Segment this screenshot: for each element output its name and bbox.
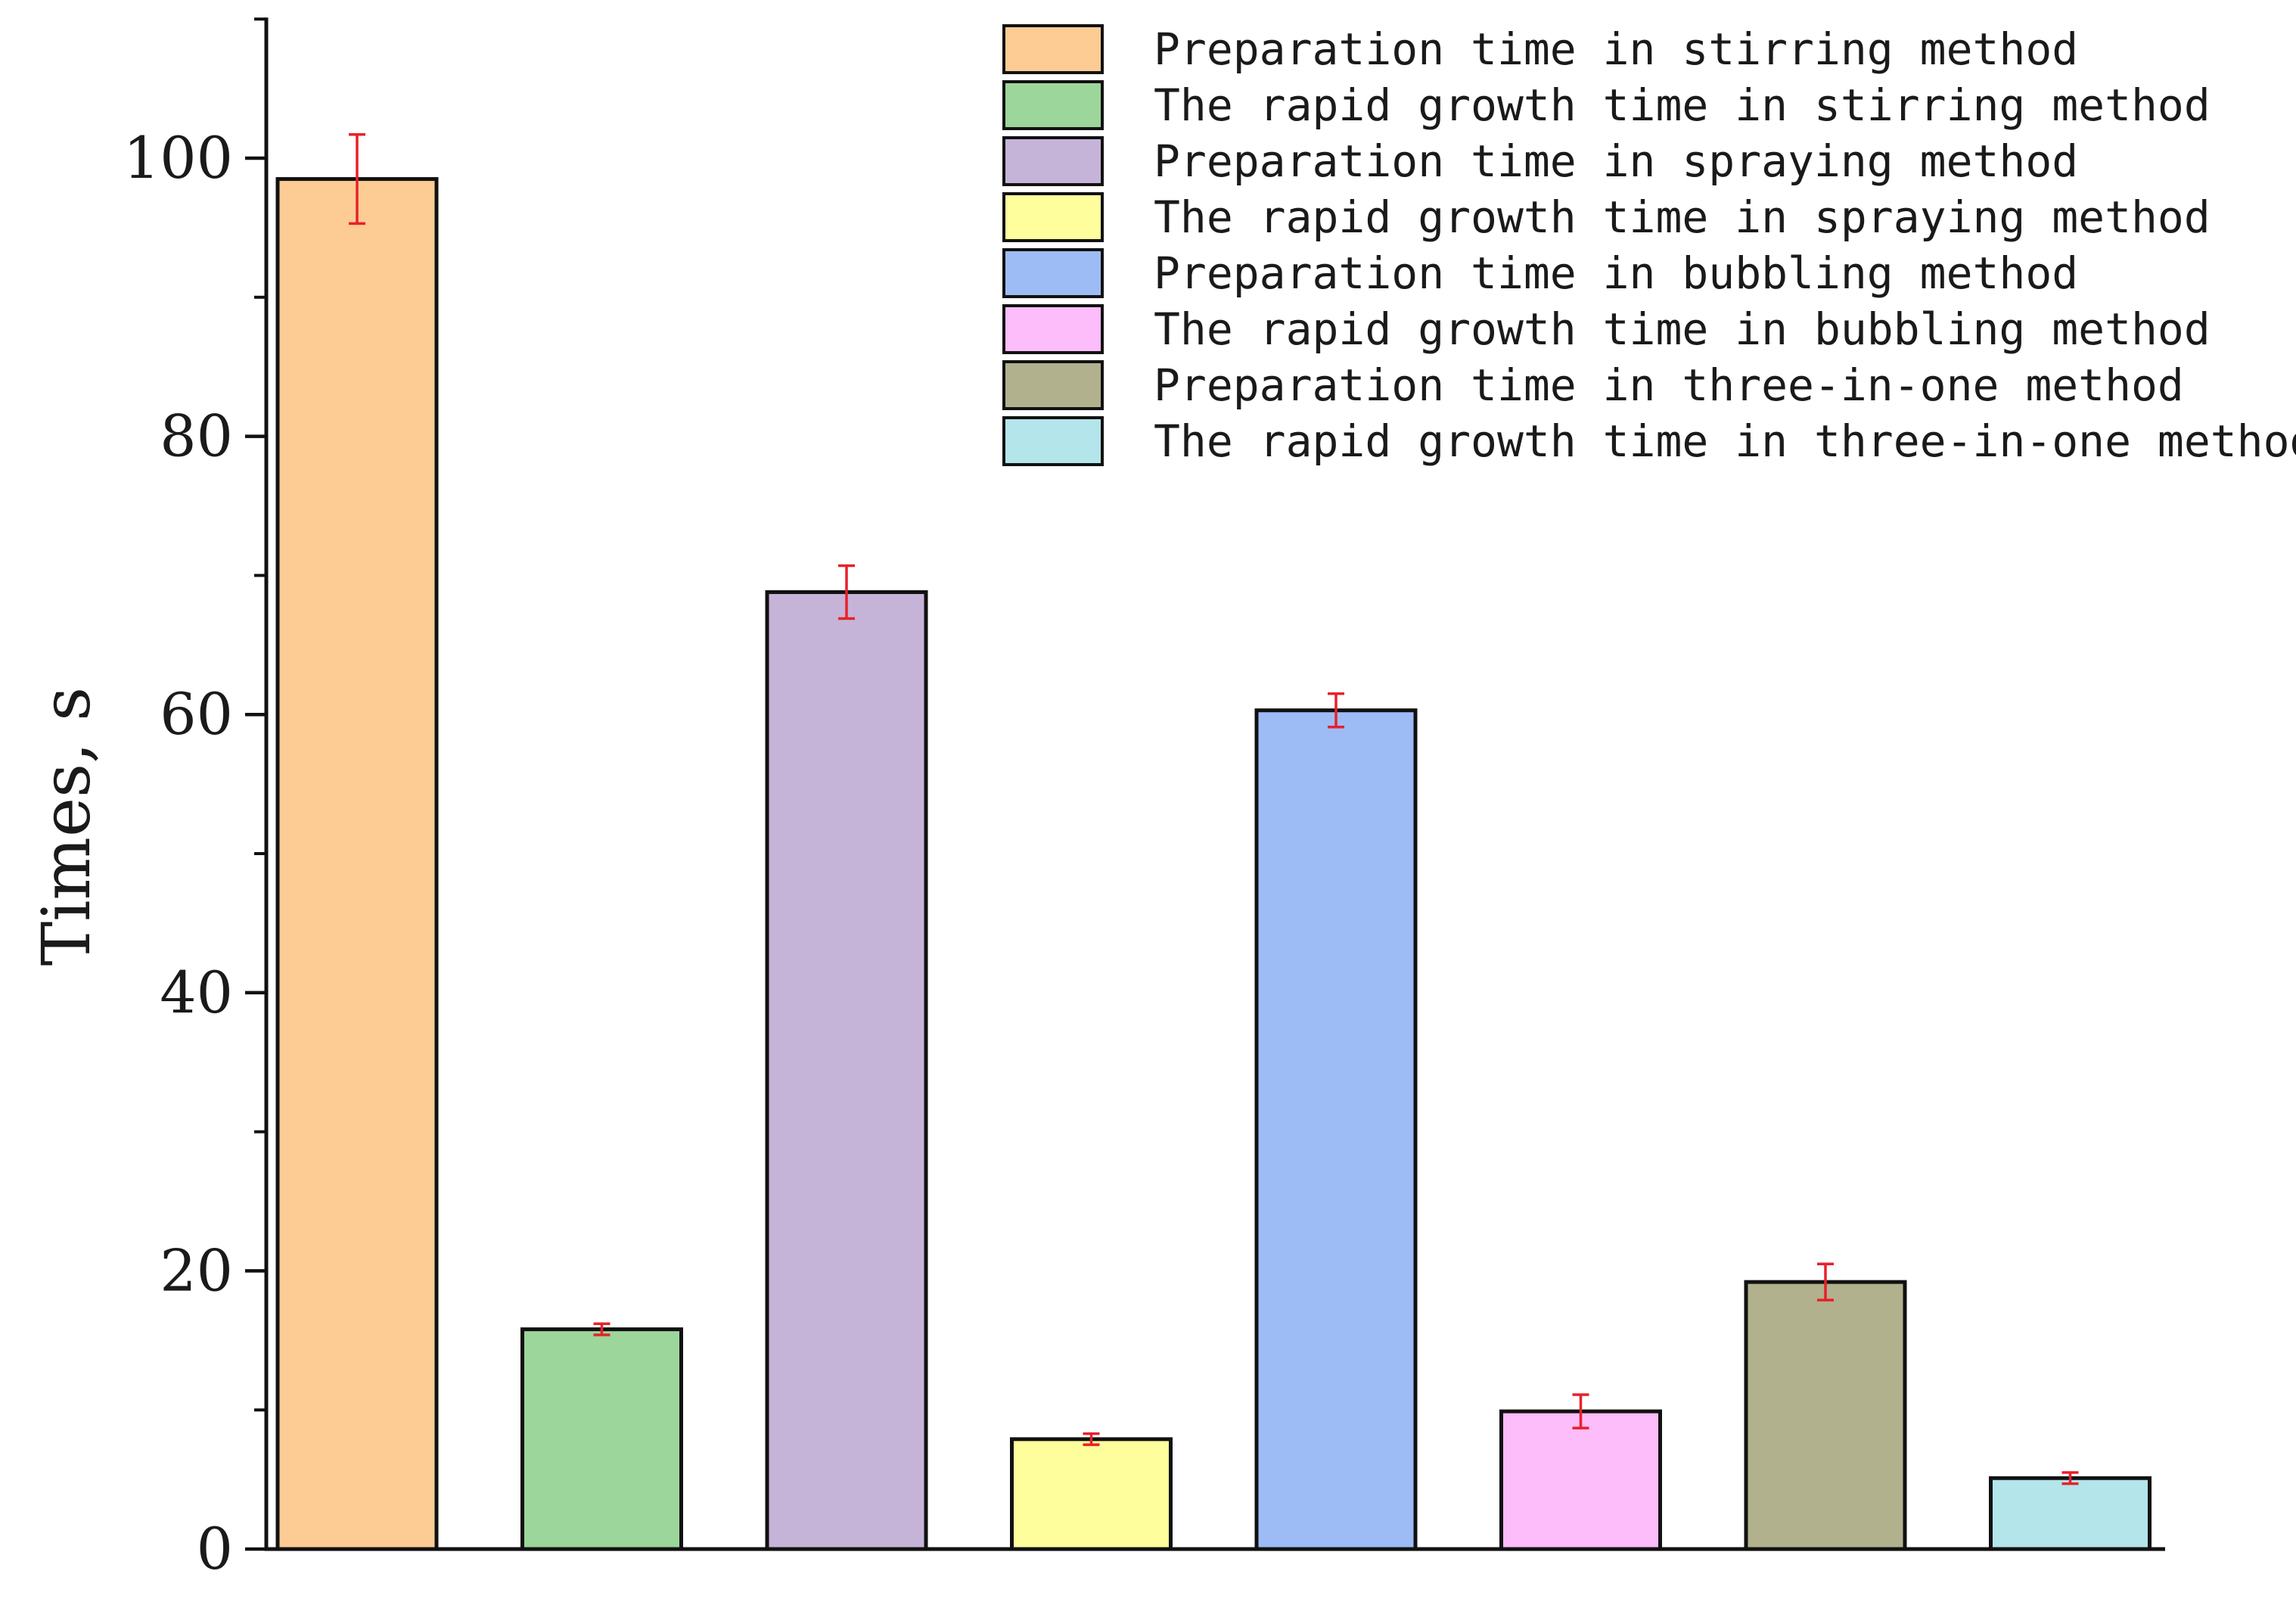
legend-item-2: The rapid growth time in stirring method [1002, 79, 2211, 131]
legend-item-6: The rapid growth time in bubbling method [1002, 303, 2211, 355]
legend-swatch [1002, 360, 1104, 410]
bar-1 [275, 177, 439, 1551]
legend-label: Preparation time in spraying method [1154, 135, 2078, 187]
error-bar-2 [593, 1322, 611, 1336]
bar-8 [1989, 1476, 2152, 1551]
bar-3 [765, 590, 928, 1551]
legend-swatch [1002, 416, 1104, 466]
y-tick-label: 60 [160, 680, 233, 748]
legend-swatch [1002, 192, 1104, 242]
error-bar-4 [1083, 1432, 1100, 1446]
legend-swatch [1002, 304, 1104, 354]
legend-swatch [1002, 136, 1104, 186]
axes-layer: 0 20 40 60 80 100 [123, 17, 2165, 1582]
error-bar-7 [1817, 1262, 1834, 1302]
legend-item-7: Preparation time in three-in-one method [1002, 359, 2184, 411]
y-tick-label: 0 [197, 1515, 233, 1582]
legend-label: The rapid growth time in three-in-one me… [1154, 415, 2296, 467]
y-tick-label: 100 [123, 124, 233, 191]
error-bar-1 [349, 133, 365, 226]
legend-item-8: The rapid growth time in three-in-one me… [1002, 415, 2296, 467]
bar-2 [520, 1327, 683, 1551]
bar-5 [1254, 708, 1418, 1551]
legend-item-4: The rapid growth time in spraying method [1002, 191, 2211, 243]
legend-item-1: Preparation time in stirring method [1002, 23, 2078, 75]
legend-label: The rapid growth time in stirring method [1154, 79, 2211, 131]
legend-label: The rapid growth time in spraying method [1154, 191, 2211, 243]
error-bar-8 [2061, 1471, 2079, 1485]
legend-label: Preparation time in stirring method [1154, 23, 2078, 75]
error-bar-6 [1572, 1393, 1589, 1429]
legend-item-5: Preparation time in bubbling method [1002, 247, 2078, 299]
legend-label: Preparation time in bubbling method [1154, 247, 2078, 299]
error-bar-5 [1328, 692, 1344, 729]
legend-label: The rapid growth time in bubbling method [1154, 303, 2211, 355]
y-tick-label: 40 [160, 959, 233, 1026]
legend-swatch [1002, 248, 1104, 298]
error-bars-layer [349, 133, 2079, 1485]
y-tick-label: 80 [160, 403, 233, 470]
legend-label: Preparation time in three-in-one method [1154, 359, 2184, 411]
y-tick-label: 20 [160, 1237, 233, 1304]
error-bar-3 [838, 564, 855, 621]
bar-7 [1744, 1280, 1907, 1551]
y-axis-title: Times, s [27, 687, 105, 966]
legend-item-3: Preparation time in spraying method [1002, 135, 2078, 187]
legend-swatch [1002, 80, 1104, 130]
legend-swatch [1002, 24, 1104, 74]
bar-6 [1499, 1409, 1662, 1551]
bar-4 [1010, 1437, 1173, 1551]
